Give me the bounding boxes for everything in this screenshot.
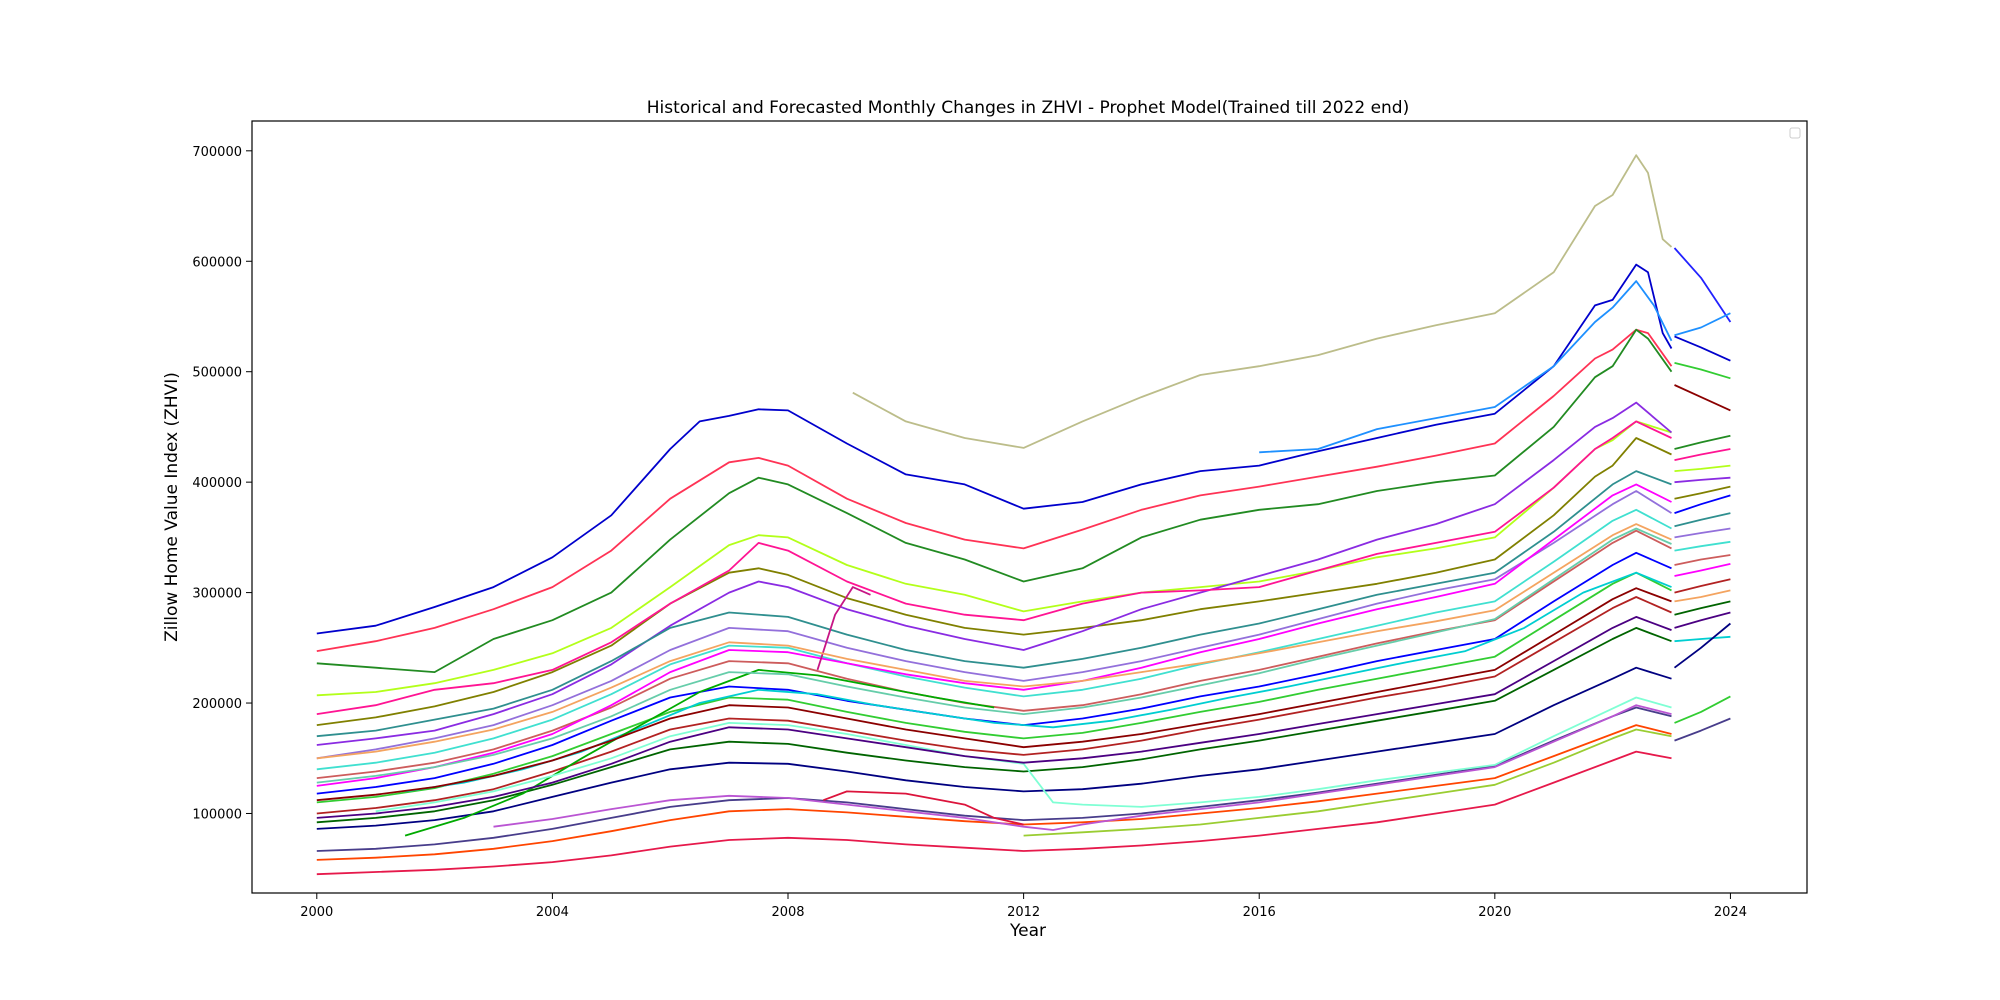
forecast-line-24 xyxy=(1674,717,1731,742)
forecast-line-17 xyxy=(1674,578,1731,594)
series-line-14 xyxy=(316,571,1672,804)
series-line-10 xyxy=(316,490,1672,760)
series-line-21 xyxy=(316,483,1672,787)
x-tick-label: 2012 xyxy=(1007,905,1040,920)
series-line-33 xyxy=(316,527,1672,784)
series-line-27 xyxy=(816,586,871,671)
forecast-line-8 xyxy=(1674,464,1731,472)
series-line-3 xyxy=(316,328,1673,652)
forecast-line-14 xyxy=(1674,540,1731,552)
series-line-15 xyxy=(316,596,1672,815)
series-line-8 xyxy=(316,420,1672,715)
x-tick-label: 2024 xyxy=(1714,905,1747,920)
series-line-11 xyxy=(316,508,1672,771)
x-tick-label: 2000 xyxy=(300,905,333,920)
forecast-line-23 xyxy=(1674,695,1731,724)
y-tick-label: 300000 xyxy=(192,587,242,602)
series-line-30 xyxy=(316,523,1672,760)
forecast-line-2 xyxy=(1674,312,1731,337)
series-line-17 xyxy=(316,666,1672,830)
series-line-31 xyxy=(316,616,1672,819)
y-tick-label: 500000 xyxy=(192,366,242,381)
series-line-2 xyxy=(316,263,1673,635)
series-line-12 xyxy=(316,529,1672,779)
forecast-line-5 xyxy=(1674,384,1731,412)
x-axis: 2000 2004 2008 2012 2016 2020 2024 xyxy=(300,893,1747,920)
forecast-line-12 xyxy=(1674,512,1731,528)
series-line-23 xyxy=(1259,280,1673,454)
forecast-line-15 xyxy=(1674,554,1731,566)
y-tick-label: 200000 xyxy=(192,697,242,712)
series-line-4 xyxy=(316,328,1673,673)
series-line-1 xyxy=(852,154,1673,449)
forecast-line-16 xyxy=(1674,563,1731,577)
series-line-28 xyxy=(404,669,995,837)
forecast-line-22 xyxy=(1673,622,1731,669)
series-line-7 xyxy=(316,401,1673,746)
forecast-line-13 xyxy=(1674,527,1731,539)
forecast-line-10 xyxy=(1674,485,1731,500)
y-tick-label: 100000 xyxy=(192,807,242,822)
y-axis-label: Zillow Home Value Index (ZHVI) xyxy=(162,372,182,642)
forecast-layer xyxy=(1673,247,1732,742)
plot-area-frame xyxy=(251,120,1808,894)
forecast-line-21 xyxy=(1674,635,1731,643)
series-line-9 xyxy=(316,470,1672,738)
forecast-line-1 xyxy=(1673,247,1732,323)
forecast-line-11 xyxy=(1674,494,1731,514)
series-line-6 xyxy=(316,437,1672,726)
y-tick-label: 700000 xyxy=(192,145,242,160)
forecast-line-4 xyxy=(1674,362,1731,380)
series-line-29 xyxy=(375,696,1672,813)
series-line-32 xyxy=(316,587,1672,802)
x-tick-label: 2004 xyxy=(536,905,569,920)
series-layer xyxy=(316,154,1673,876)
forecast-line-18 xyxy=(1674,589,1731,603)
series-line-5 xyxy=(316,420,1672,697)
series-line-16 xyxy=(316,627,1672,824)
forecast-line-7 xyxy=(1674,448,1731,461)
series-line-24 xyxy=(1023,728,1672,837)
x-tick-label: 2016 xyxy=(1243,905,1276,920)
series-line-20 xyxy=(316,750,1672,876)
legend-box xyxy=(1789,127,1801,139)
x-axis-label: Year xyxy=(1009,921,1046,941)
series-line-26 xyxy=(822,790,1024,826)
x-tick-label: 2020 xyxy=(1478,905,1511,920)
series-line-25 xyxy=(493,704,1672,831)
forecast-line-6 xyxy=(1674,434,1731,450)
forecast-line-3 xyxy=(1674,335,1731,362)
forecast-line-19 xyxy=(1674,600,1731,616)
chart-title: Historical and Forecasted Monthly Change… xyxy=(647,98,1410,118)
forecast-line-20 xyxy=(1674,611,1731,629)
y-tick-label: 400000 xyxy=(192,476,242,491)
series-line-18 xyxy=(316,706,1672,852)
y-tick-label: 600000 xyxy=(192,255,242,270)
x-tick-label: 2008 xyxy=(771,905,804,920)
forecast-line-9 xyxy=(1674,476,1731,484)
y-axis: 100000 200000 300000 400000 500000 600000 7000… xyxy=(192,145,252,822)
series-line-22 xyxy=(404,571,1672,793)
